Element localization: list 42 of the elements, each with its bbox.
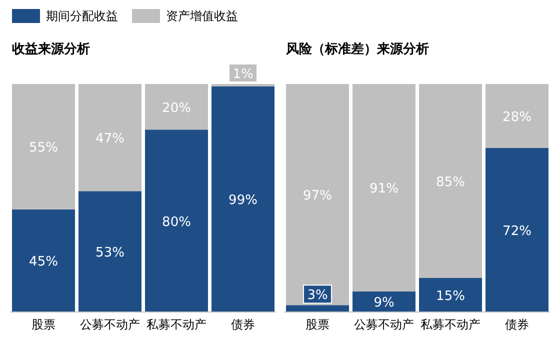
data-label: 1% (232, 67, 254, 82)
data-label: 3% (307, 288, 328, 304)
x-tick-label: 公募不动产 (80, 318, 140, 332)
x-tick-label: 私募不动产 (420, 318, 480, 332)
x-tick-label: 债券 (504, 318, 529, 332)
data-label: 99% (228, 193, 258, 208)
bar (486, 84, 548, 148)
x-tick-label: 股票 (305, 318, 330, 332)
bar (212, 86, 274, 312)
legend-label: 资产增值收益 (165, 8, 238, 24)
x-tick-label: 私募不动产 (146, 318, 206, 332)
bar (78, 191, 142, 312)
bar (419, 278, 482, 312)
data-label: 91% (370, 182, 398, 197)
data-label: 55% (29, 140, 58, 156)
data-label: 97% (303, 188, 332, 204)
data-label: 85% (436, 174, 465, 190)
legend-label: 期间分配收益 (45, 8, 118, 24)
data-label: 15% (436, 288, 465, 304)
bar (78, 84, 142, 192)
bar (12, 209, 75, 312)
x-tick-label: 股票 (31, 318, 56, 332)
data-label: 72% (502, 224, 532, 239)
bar (145, 84, 208, 130)
data-label: 20% (162, 100, 191, 116)
bar (145, 130, 208, 312)
bar (12, 84, 75, 210)
data-label: 80% (162, 214, 191, 230)
x-tick-label: 债券 (230, 318, 255, 332)
chart-title: 风险（标准差）来源分析 (285, 41, 430, 59)
data-label: 9% (374, 296, 394, 311)
bar (352, 84, 416, 292)
data-label: 53% (96, 246, 124, 261)
bar (352, 291, 416, 312)
data-label: 28% (502, 110, 532, 125)
data-label: 47% (96, 132, 124, 147)
chart-title: 收益来源分析 (11, 41, 91, 59)
bar (486, 148, 548, 312)
bar (286, 84, 349, 306)
bar (419, 84, 482, 278)
data-label: 45% (29, 254, 58, 270)
x-tick-label: 公募不动产 (354, 318, 414, 332)
